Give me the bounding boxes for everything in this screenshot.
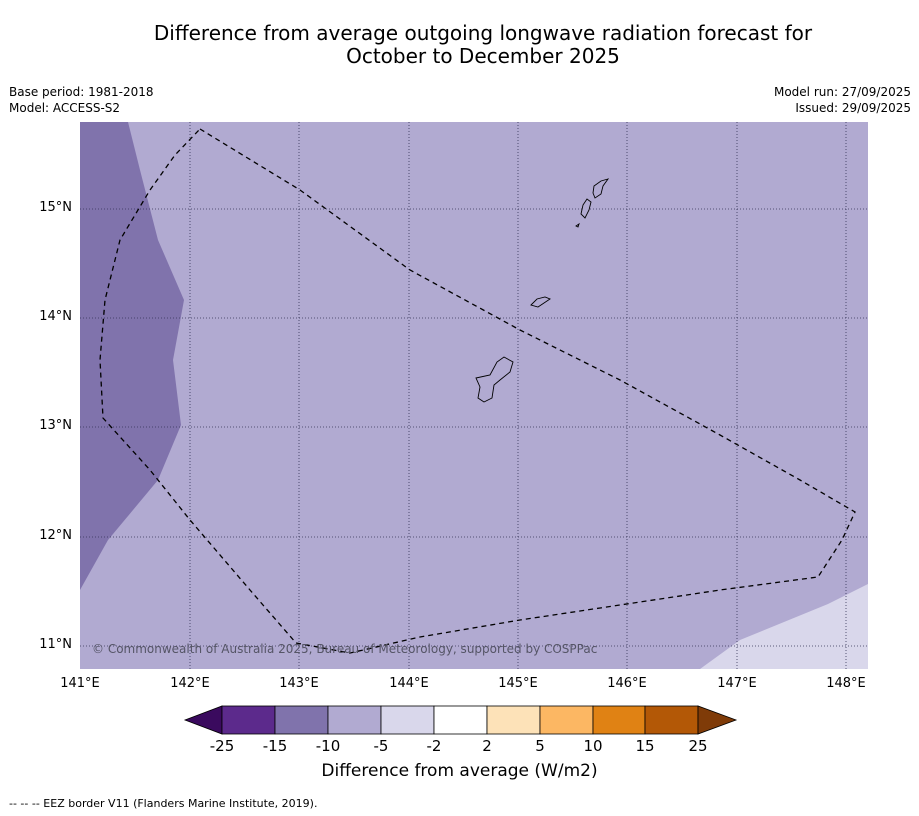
region-moderate-below-average xyxy=(80,122,184,590)
colorbar-tick-label: -25 xyxy=(209,737,235,755)
colorbar-tick-label: -5 xyxy=(373,737,389,755)
eez-border xyxy=(99,128,856,654)
copyright-notice: © Commonwealth of Australia 2025, Bureau… xyxy=(92,642,598,656)
colorbar-bin xyxy=(539,705,594,735)
lat-label: 12°N xyxy=(39,528,72,543)
colorbar-title: Difference from average (W/m2) xyxy=(321,761,598,781)
lat-label: 15°N xyxy=(39,200,72,215)
lat-label: 13°N xyxy=(39,418,72,433)
island-saipan xyxy=(592,178,610,199)
colorbar-tick-label: 5 xyxy=(535,737,545,755)
model-run: Model run: 27/09/2025 xyxy=(773,85,911,99)
region-slightly-below-average xyxy=(700,584,868,669)
colorbar-bin xyxy=(644,705,699,735)
colorbar xyxy=(183,705,738,735)
islands xyxy=(475,178,610,403)
colorbar-arrow-high xyxy=(697,705,738,735)
model-name: Model: ACCESS-S2 xyxy=(9,101,121,115)
colorbar-bin xyxy=(221,705,276,735)
colorbar-bin xyxy=(274,705,329,735)
title-line-1: Difference from average outgoing longwav… xyxy=(153,21,813,45)
colorbar-tick-label: 15 xyxy=(635,737,655,755)
colorbar-tick-label: 25 xyxy=(688,737,708,755)
colorbar-tick-label: 2 xyxy=(482,737,492,755)
lon-label: 146°E xyxy=(607,676,647,691)
lon-label: 141°E xyxy=(60,676,100,691)
island-aguijan xyxy=(575,222,580,228)
colorbar-tick-label: -2 xyxy=(426,737,442,755)
lon-label: 147°E xyxy=(717,676,757,691)
colorbar-bin xyxy=(433,705,488,735)
island-guam xyxy=(475,356,514,403)
chart-title: Difference from average outgoing longwav… xyxy=(0,22,919,68)
island-tinian xyxy=(580,198,592,219)
colorbar-bin xyxy=(327,705,382,735)
colorbar-tick-label: 10 xyxy=(583,737,603,755)
lon-label: 145°E xyxy=(498,676,538,691)
colorbar-arrow-low xyxy=(183,705,223,735)
lon-label: 144°E xyxy=(389,676,429,691)
title-line-2: October to December 2025 xyxy=(346,44,620,68)
issued-date: Issued: 29/09/2025 xyxy=(795,101,911,115)
eez-footnote: -- -- -- EEZ border V11 (Flanders Marine… xyxy=(9,797,318,810)
meta-right: Model run: 27/09/2025 Issued: 29/09/2025 xyxy=(774,84,911,116)
island-rota xyxy=(530,296,551,308)
meta-left: Base period: 1981-2018 Model: ACCESS-S2 xyxy=(9,84,154,116)
lon-label: 148°E xyxy=(826,676,866,691)
region-below-average xyxy=(80,122,868,669)
colorbar-tick-label: -10 xyxy=(315,737,341,755)
lon-label: 142°E xyxy=(170,676,210,691)
colorbar-bin xyxy=(592,705,646,735)
colorbar-bin xyxy=(380,705,435,735)
colorbar-tick-label: -15 xyxy=(262,737,288,755)
base-period: Base period: 1981-2018 xyxy=(9,85,154,99)
gridlines xyxy=(80,122,868,669)
colorbar-bin xyxy=(486,705,541,735)
lat-label: 14°N xyxy=(39,309,72,324)
lon-label: 143°E xyxy=(279,676,319,691)
lat-label: 11°N xyxy=(39,637,72,652)
